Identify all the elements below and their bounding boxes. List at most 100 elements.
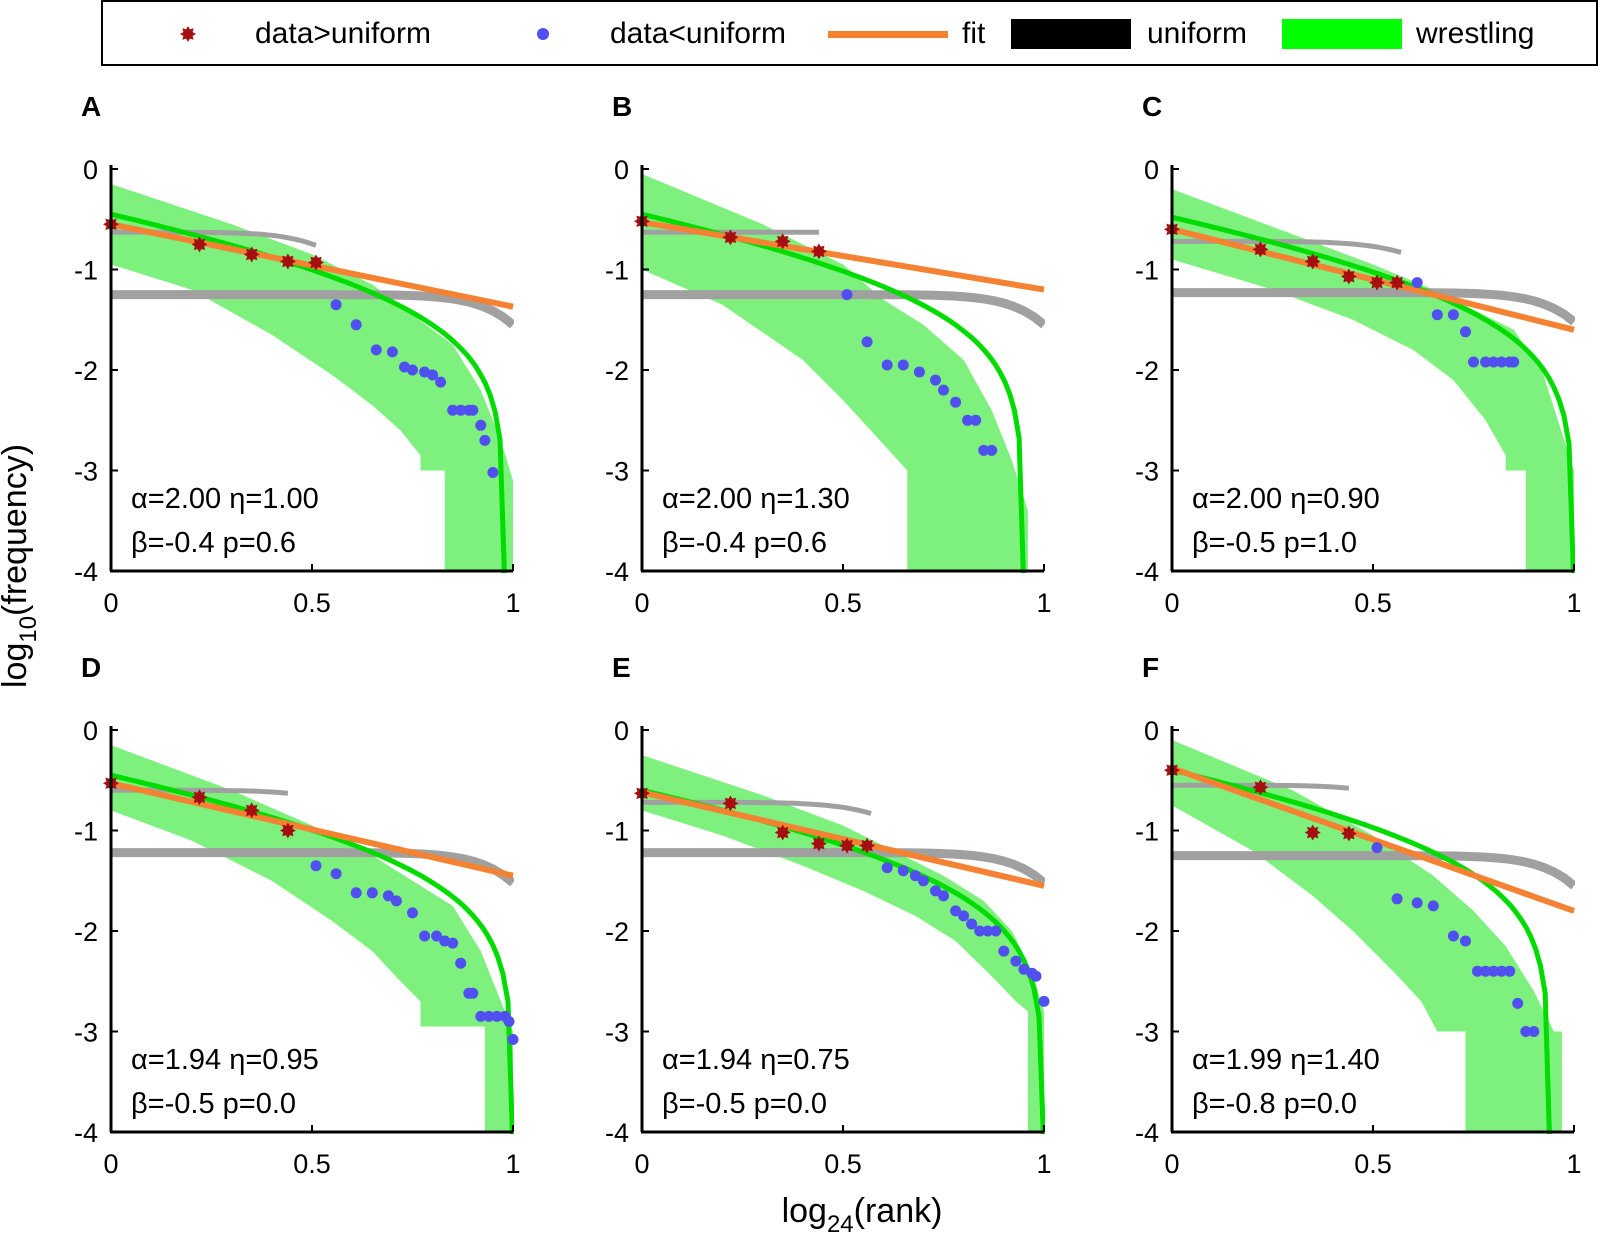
annotation-alpha-eta: α=1.99 η=1.40 — [1192, 1044, 1380, 1076]
data-lt-point — [938, 890, 949, 902]
data-lt-point — [978, 444, 990, 456]
annotation-beta-p: β=-0.4 p=0.6 — [662, 527, 827, 559]
data-gt-point — [308, 254, 324, 271]
data-lt-point — [366, 887, 378, 899]
annotation-alpha-eta: α=2.00 η=0.90 — [1192, 483, 1380, 515]
x-tick-label: 0.5 — [1354, 1149, 1392, 1179]
legend-label-wrestling: wrestling — [1416, 17, 1535, 50]
y-tick-label: -1 — [1135, 256, 1159, 286]
legend-item-data-lt: data<uniform — [528, 12, 786, 56]
data-lt-point — [483, 1010, 495, 1022]
x-tick-label: 0.5 — [1354, 588, 1392, 618]
data-lt-point — [475, 419, 487, 431]
fit-line — [642, 789, 1045, 889]
data-lt-point — [917, 875, 929, 887]
x-tick-label: 0.5 — [824, 1149, 862, 1179]
y-tick-label: -4 — [74, 1118, 98, 1148]
y-tick-label: -2 — [1135, 917, 1159, 947]
data-lt-point — [897, 865, 909, 877]
data-lt-point — [386, 346, 398, 358]
annotation-alpha-eta: α=1.94 η=0.95 — [131, 1044, 319, 1076]
fit-line — [1172, 765, 1575, 914]
data-lt-point — [427, 369, 439, 381]
data-lt-point — [958, 910, 970, 922]
data-gt-point — [243, 802, 260, 819]
wrestling-band — [642, 755, 1044, 1132]
panel-c: 0-1-2-3-40 0.5 1Cα=2.00 η=0.90β=-0.5 p=1.0 — [1135, 91, 1582, 618]
data-lt-point — [479, 434, 491, 446]
legend-marker-data-gt — [180, 26, 196, 42]
uniform-band-low — [111, 848, 514, 887]
data-lt-point — [350, 887, 362, 899]
x-tick-label: 1 — [1036, 1149, 1051, 1179]
data-lt-point — [467, 987, 479, 999]
y-tick-label: -1 — [74, 817, 98, 847]
y-tick-label: -2 — [605, 917, 629, 947]
wrestling-curve — [1172, 767, 1552, 1134]
data-lt-point — [1520, 1026, 1532, 1037]
annotation-beta-p: β=-0.5 p=0.0 — [131, 1088, 296, 1120]
data-gt-point — [243, 246, 260, 263]
panel-letter: B — [612, 91, 632, 122]
data-lt-point — [1460, 326, 1471, 338]
panel-a: 0-1-2-3-40 0.5 1Aα=2.00 η=1.00β=-0.4 p=0.6 — [74, 91, 521, 618]
wrestling-band — [111, 745, 513, 1132]
data-lt-point — [419, 930, 431, 942]
data-lt-point — [974, 925, 986, 937]
y-tick-label: -2 — [1135, 356, 1159, 386]
legend-item-uniform: uniform — [1011, 12, 1247, 56]
data-gt-point — [1304, 253, 1321, 270]
x-tick-label: 1 — [1566, 588, 1581, 618]
annotation-beta-p: β=-0.4 p=0.6 — [131, 527, 296, 559]
fit-line — [111, 780, 514, 879]
data-gt-point — [1389, 274, 1406, 291]
y-tick-label: -3 — [605, 457, 629, 487]
x-tick-label: 0 — [634, 1149, 649, 1179]
y-tick-label: 0 — [614, 716, 629, 746]
data-gt-point — [1252, 779, 1269, 796]
data-lt-point — [507, 1034, 519, 1045]
panel-e: 0-1-2-3-40 0.5 1Eα=1.94 η=0.75β=-0.5 p=0.0 — [605, 652, 1052, 1179]
data-lt-point — [986, 444, 998, 456]
data-lt-point — [1512, 997, 1524, 1009]
data-lt-point — [841, 289, 853, 301]
x-tick-label: 0 — [1164, 588, 1179, 618]
data-lt-point — [930, 885, 941, 897]
wrestling-band — [1172, 189, 1574, 571]
data-lt-point — [503, 1016, 515, 1027]
data-lt-point — [1447, 309, 1459, 321]
plot-area-a — [111, 184, 514, 573]
x-tick-label: 0 — [103, 588, 118, 618]
uniform-band-low — [111, 290, 514, 329]
data-lt-point — [966, 918, 978, 930]
annotation-alpha-eta: α=1.94 η=0.75 — [662, 1044, 850, 1076]
y-tick-label: -3 — [605, 1018, 629, 1048]
data-lt-point — [1468, 356, 1479, 368]
panel-letter: C — [1142, 91, 1162, 122]
data-gt-point — [1340, 825, 1357, 842]
data-gt-point — [279, 253, 296, 270]
data-lt-point — [330, 868, 342, 880]
annotation-beta-p: β=-0.5 p=0.0 — [662, 1088, 827, 1120]
x-tick-label: 0 — [103, 1149, 118, 1179]
data-lt-point — [1496, 356, 1508, 368]
data-gt-point — [810, 835, 827, 852]
data-lt-point — [447, 937, 459, 949]
data-lt-point — [390, 895, 402, 907]
y-tick-label: 0 — [1144, 716, 1159, 746]
legend-star-marker — [180, 26, 196, 42]
data-gt-point — [279, 822, 296, 839]
data-gt-point — [1369, 274, 1385, 291]
data-lt-point — [1427, 900, 1439, 912]
panel-letter: F — [1142, 652, 1159, 683]
legend-marker-data-lt — [537, 28, 549, 40]
data-lt-point — [1488, 965, 1500, 977]
legend-marker-wrestling — [1282, 19, 1402, 49]
x-tick-label: 1 — [1036, 588, 1051, 618]
data-lt-point — [881, 862, 893, 874]
wrestling-band — [111, 184, 513, 571]
data-lt-point — [467, 404, 479, 416]
data-lt-point — [881, 359, 893, 371]
data-lt-point — [455, 404, 467, 416]
legend-marker-fit — [828, 31, 948, 38]
